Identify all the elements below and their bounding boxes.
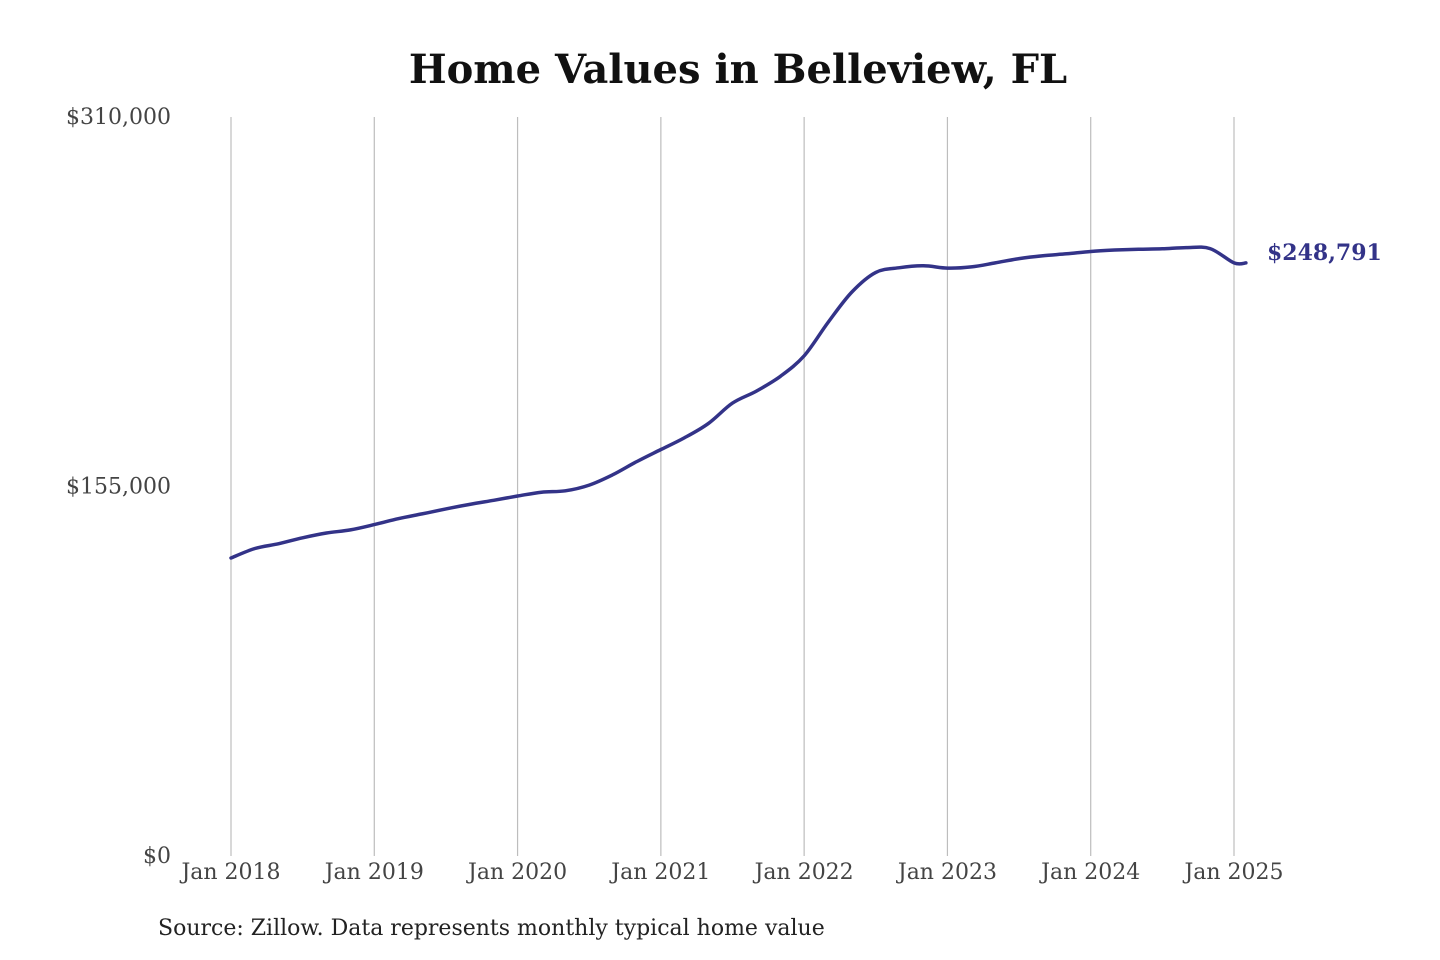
series-line [229, 245, 1248, 560]
x-tick-label: Jan 2019 [323, 860, 424, 885]
x-tick-label: Jan 2018 [179, 860, 280, 885]
chart-title: Home Values in Belleview, FL [409, 46, 1067, 93]
gridlines [230, 117, 1235, 856]
x-tick-label: Jan 2024 [1039, 860, 1140, 885]
y-tick-label: $155,000 [66, 475, 171, 500]
x-tick-label: Jan 2023 [896, 860, 997, 885]
series-layer [229, 245, 1248, 560]
x-axis-ticks: Jan 2018 Jan 2019 Jan 2020 Jan 2021 Jan 2022… [179, 860, 1283, 885]
x-tick-label: Jan 2020 [466, 860, 567, 885]
y-axis-ticks: $0 $155,000 $310,000 [66, 105, 171, 869]
source-note: Source: Zillow. Data represents monthly … [158, 916, 825, 941]
y-tick-label: $310,000 [66, 105, 171, 130]
x-tick-label: Jan 2021 [609, 860, 710, 885]
x-tick-label: Jan 2022 [753, 860, 854, 885]
x-tick-label: Jan 2025 [1182, 860, 1283, 885]
y-tick-label: $0 [143, 844, 171, 869]
end-value-label: $248,791 [1267, 240, 1382, 266]
